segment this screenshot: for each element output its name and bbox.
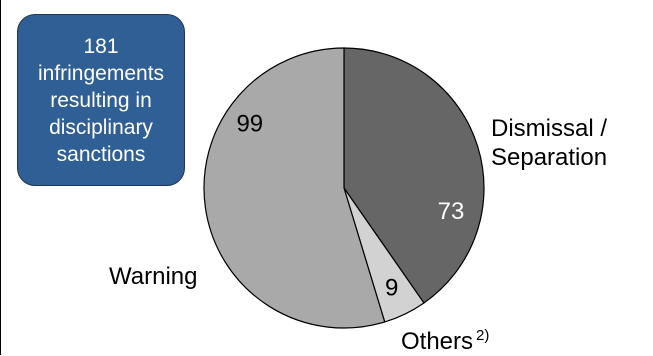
label-others-text: Others bbox=[401, 328, 474, 355]
legend-label-dismissal: Dismissal / Separation bbox=[491, 114, 641, 172]
label-dismissal-line: Dismissal / Separation bbox=[491, 115, 608, 171]
data-label-dismissal: 73 bbox=[438, 198, 465, 225]
legend-label-others: Others 2) bbox=[401, 321, 489, 356]
total-callout-box: 181 infringements resulting in disciplin… bbox=[17, 14, 185, 186]
pie-slice-warning bbox=[203, 47, 386, 329]
data-label-warning: 99 bbox=[236, 110, 263, 137]
label-others-footnote: 2) bbox=[476, 327, 490, 344]
pie-slice-dismissal bbox=[343, 47, 485, 304]
data-label-others: 9 bbox=[385, 274, 398, 301]
total-callout-text: 181 infringements resulting in disciplin… bbox=[37, 34, 165, 166]
legend-label-warning: Warning bbox=[109, 263, 198, 290]
